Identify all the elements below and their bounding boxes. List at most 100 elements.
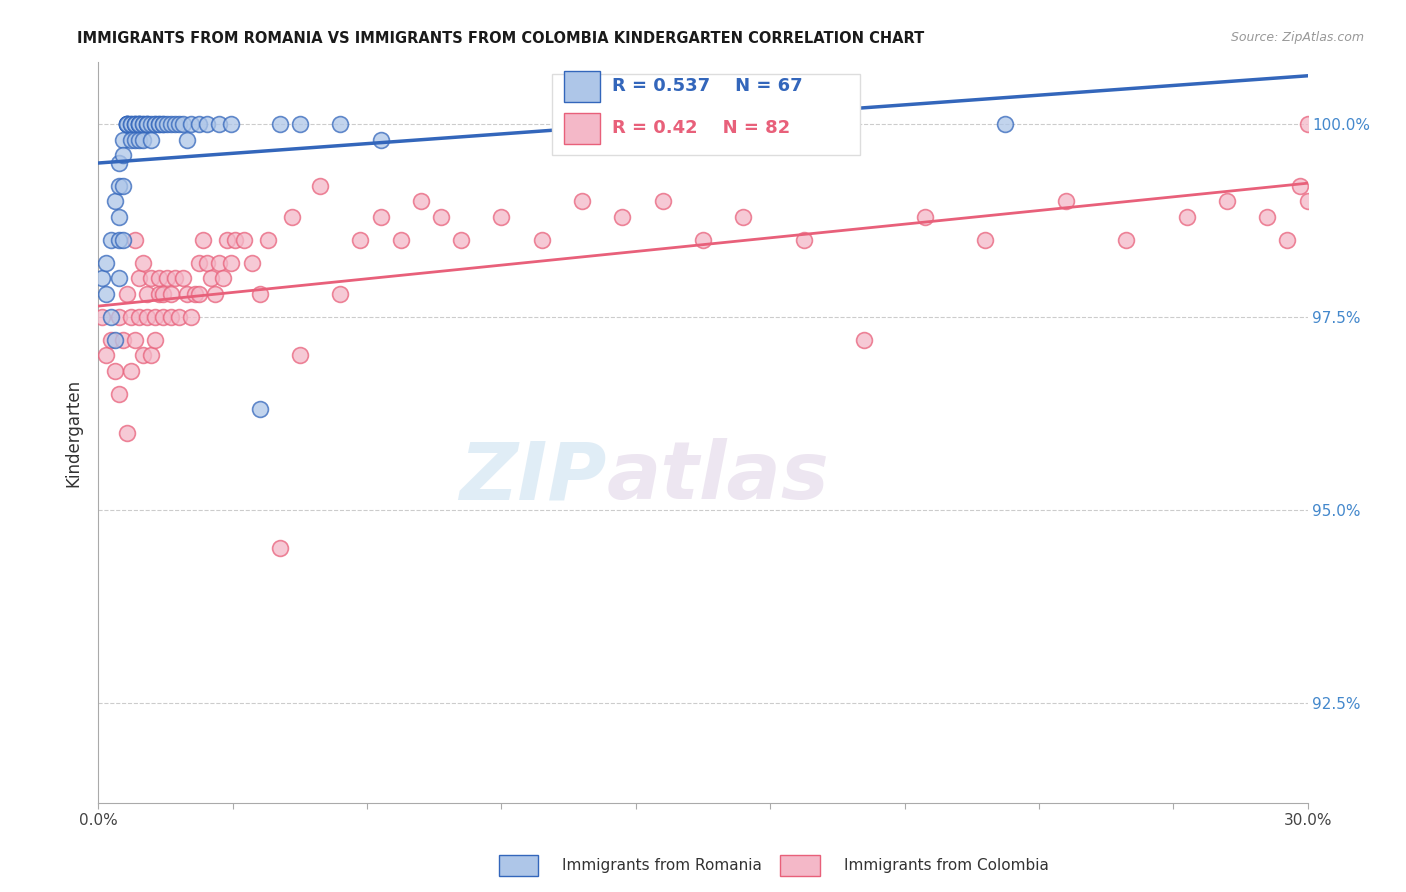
Point (115, 425, 138, 440)
Point (1296, 194, 1319, 209)
Point (143, 117, 166, 131)
Text: R = 0.42    N = 82: R = 0.42 N = 82 (613, 120, 790, 137)
Point (1216, 194, 1239, 209)
Point (143, 117, 166, 131)
Point (115, 117, 138, 131)
Point (132, 132, 155, 146)
Point (172, 117, 194, 131)
Point (180, 117, 202, 131)
Point (124, 333, 146, 347)
Point (111, 148, 134, 162)
Point (167, 310, 190, 324)
Point (288, 117, 311, 131)
Point (124, 117, 146, 131)
Point (188, 117, 211, 131)
Point (651, 194, 673, 209)
Point (107, 233, 129, 247)
Point (176, 132, 198, 146)
Point (120, 364, 142, 378)
Point (120, 117, 142, 131)
Text: atlas: atlas (606, 438, 830, 516)
Point (107, 155, 129, 169)
Point (692, 233, 714, 247)
Point (1175, 210, 1198, 224)
Point (491, 210, 513, 224)
Point (184, 286, 207, 301)
Point (143, 310, 166, 324)
Point (100, 233, 122, 247)
Text: IMMIGRANTS FROM ROMANIA VS IMMIGRANTS FROM COLOMBIA KINDERGARTEN CORRELATION CHA: IMMIGRANTS FROM ROMANIA VS IMMIGRANTS FR… (77, 31, 925, 46)
Point (208, 117, 231, 131)
Point (148, 271, 170, 285)
Point (148, 117, 170, 131)
Point (349, 233, 371, 247)
Point (107, 210, 129, 224)
Point (188, 256, 211, 270)
Point (128, 117, 150, 131)
Point (914, 210, 936, 224)
Point (389, 233, 412, 247)
Point (128, 271, 150, 285)
Point (128, 310, 150, 324)
Point (115, 117, 138, 131)
Point (124, 117, 146, 131)
Point (269, 541, 291, 556)
Point (124, 117, 146, 131)
Point (232, 233, 254, 247)
Point (167, 117, 190, 131)
Point (180, 310, 202, 324)
Point (128, 132, 150, 146)
Point (132, 349, 155, 363)
Point (139, 117, 162, 131)
Point (612, 210, 634, 224)
Point (143, 333, 166, 347)
Y-axis label: Kindergarten: Kindergarten (65, 378, 83, 487)
Point (195, 117, 218, 131)
Point (974, 233, 997, 247)
Point (115, 117, 138, 131)
Point (793, 233, 815, 247)
Point (221, 117, 243, 131)
FancyBboxPatch shape (564, 70, 600, 102)
Point (160, 310, 183, 324)
Point (100, 333, 122, 347)
Point (132, 117, 155, 131)
Point (107, 387, 129, 401)
Point (994, 117, 1017, 131)
Point (111, 333, 134, 347)
Point (733, 210, 755, 224)
Point (269, 117, 291, 131)
Point (152, 286, 174, 301)
Point (160, 117, 183, 131)
Point (96, 256, 118, 270)
Point (200, 271, 222, 285)
Point (111, 132, 134, 146)
Point (188, 286, 211, 301)
Point (115, 117, 138, 131)
Text: ZIP: ZIP (458, 438, 606, 516)
Point (100, 310, 122, 324)
Point (409, 194, 432, 209)
Point (281, 210, 304, 224)
Point (172, 271, 194, 285)
Point (1256, 210, 1278, 224)
Point (249, 402, 271, 417)
Point (176, 286, 198, 301)
Point (91, 310, 114, 324)
Point (217, 233, 239, 247)
Point (249, 286, 271, 301)
Point (1054, 194, 1077, 209)
Point (120, 310, 142, 324)
Point (832, 117, 855, 131)
Point (309, 178, 332, 193)
Point (571, 117, 593, 131)
Point (132, 256, 155, 270)
Point (148, 286, 170, 301)
Point (115, 117, 138, 131)
Point (212, 271, 235, 285)
Point (135, 117, 157, 131)
Point (107, 178, 129, 193)
Point (370, 210, 392, 224)
Point (139, 349, 162, 363)
Point (1115, 233, 1137, 247)
